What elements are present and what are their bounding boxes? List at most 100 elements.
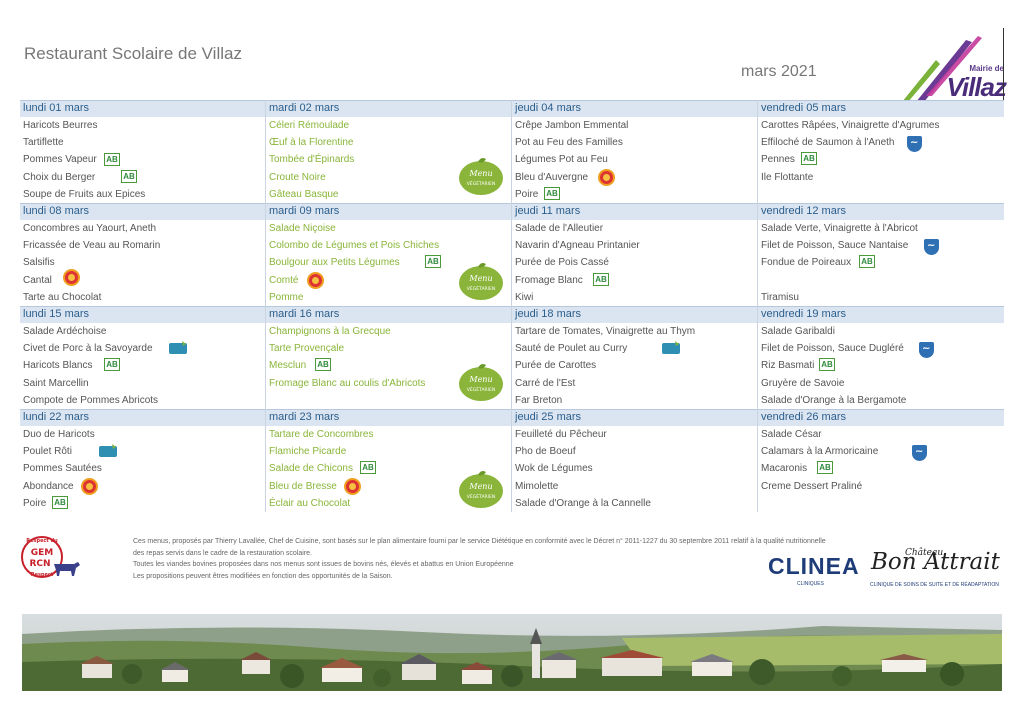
- menu-item: Ile Flottante: [761, 172, 814, 183]
- menu-item: Croute Noire: [269, 172, 326, 183]
- menu-item: Fondue de Poireaux: [761, 257, 852, 268]
- column-divider: [265, 100, 266, 203]
- organic-icon: AB: [104, 153, 120, 166]
- menu-item: Duo de Haricots: [23, 429, 95, 440]
- day-label: jeudi 04 mars: [515, 102, 582, 114]
- day-label: vendredi 26 mars: [761, 411, 846, 423]
- day-column: mardi 16 mars Champignons à la Grecque T…: [266, 306, 512, 409]
- clinea-subtitle: CLINIQUES: [797, 581, 824, 587]
- menu-item: Salade Garibaldi: [761, 326, 835, 337]
- day-column: jeudi 25 mars Feuilleté du Pêcheur Pho d…: [512, 409, 758, 512]
- menu-item: Comté: [269, 275, 299, 286]
- organic-icon: AB: [817, 461, 833, 474]
- menu-item: Salade d'Orange à la Bergamote: [761, 395, 907, 406]
- veg-badge-line2: VÉGÉTARIEN: [467, 284, 495, 292]
- week-header-bar: [20, 100, 1004, 117]
- veg-badge-line2: VÉGÉTARIEN: [467, 385, 495, 393]
- french-meat-label-icon: [169, 341, 187, 354]
- menu-item: Fromage Blanc au coulis d'Abricots: [269, 378, 426, 389]
- menu-item: Compote de Pommes Abricots: [23, 395, 159, 406]
- aop-label-icon: [63, 269, 80, 286]
- chateau-bon-attrait-logo: Bon Attrait: [871, 549, 1000, 575]
- day-column: lundi 08 mars Concombres au Yaourt, Anet…: [20, 203, 266, 306]
- footnote-line: Les propositions peuvent êtres modifiées…: [133, 572, 393, 580]
- organic-icon: AB: [425, 255, 441, 268]
- chateau-subtitle: CLINIQUE DE SOINS DE SUITE ET DE RÉADAPT…: [870, 582, 999, 588]
- column-divider: [757, 100, 758, 203]
- legal-footnote: Ces menus, proposés par Thierry Lavallée…: [133, 536, 993, 582]
- day-label: vendredi 05 mars: [761, 102, 846, 114]
- menu-item: Purée de Carottes: [515, 360, 597, 371]
- footnote-line: des repas servis dans le cadre de la res…: [133, 549, 312, 557]
- menu-item: Riz Basmati: [761, 360, 815, 371]
- menu-item: Champignons à la Grecque: [269, 326, 391, 337]
- day-label: mardi 16 mars: [269, 308, 340, 320]
- organic-icon: AB: [315, 358, 331, 371]
- day-label: lundi 15 mars: [23, 308, 90, 320]
- organic-icon: AB: [52, 496, 68, 509]
- week-row: lundi 15 mars Salade Ardéchoise Civet de…: [20, 306, 1004, 409]
- vegetarian-menu-icon: Menu VÉGÉTARIEN: [459, 158, 503, 195]
- gem-top-text: Respect du: [26, 538, 58, 544]
- menu-item: Poulet Rôti: [23, 446, 72, 457]
- column-divider: [265, 203, 266, 306]
- column-divider: [511, 306, 512, 409]
- menu-item: Boulgour aux Petits Légumes: [269, 257, 400, 268]
- header-divider: [1003, 28, 1004, 108]
- menu-item: Tarte au Chocolat: [23, 292, 102, 303]
- veg-badge-line1: Menu: [468, 482, 492, 491]
- day-column: jeudi 18 mars Tartare de Tomates, Vinaig…: [512, 306, 758, 409]
- day-column: lundi 15 mars Salade Ardéchoise Civet de…: [20, 306, 266, 409]
- menu-item: Salade Verte, Vinaigrette à l'Abricot: [761, 223, 918, 234]
- day-label: lundi 22 mars: [23, 411, 90, 423]
- veg-badge-line1: Menu: [468, 169, 492, 178]
- aop-label-icon: [598, 169, 615, 186]
- organic-icon: AB: [801, 152, 817, 165]
- menu-item: Concombres au Yaourt, Aneth: [23, 223, 157, 234]
- week-row: lundi 22 mars Duo de Haricots Poulet Rôt…: [20, 409, 1004, 512]
- week-header-bar: [20, 306, 1004, 323]
- column-divider: [511, 100, 512, 203]
- menu-item: Tombée d'Épinards: [269, 154, 355, 165]
- month-label: mars 2021: [741, 63, 817, 80]
- menu-item: Bleu d'Auvergne: [515, 172, 589, 183]
- aop-label-icon: [307, 272, 324, 289]
- week-header-bar: [20, 409, 1004, 426]
- sustainable-fishing-icon: [919, 342, 934, 358]
- menu-item: Salade d'Orange à la Cannelle: [515, 498, 651, 509]
- menu-item: Tarte Provençale: [269, 343, 345, 354]
- french-meat-label-icon: [99, 444, 117, 457]
- menu-item: Salsifis: [23, 257, 55, 268]
- menu-item: Gruyère de Savoie: [761, 378, 845, 389]
- day-column: mardi 02 mars Céleri Rémoulade Œuf à la …: [266, 100, 512, 203]
- menu-item: Salade de l'Alleutier: [515, 223, 604, 234]
- vegetarian-menu-icon: Menu VÉGÉTARIEN: [459, 364, 503, 401]
- menu-item: Filet de Poisson, Sauce Nantaise: [761, 240, 909, 251]
- column-divider: [265, 306, 266, 409]
- menu-item: Colombo de Légumes et Pois Chiches: [269, 240, 440, 251]
- menu-item: Salade Niçoise: [269, 223, 336, 234]
- day-column: vendredi 19 mars Salade Garibaldi Filet …: [758, 306, 1004, 409]
- menu-item: Céleri Rémoulade: [269, 120, 350, 131]
- organic-icon: AB: [360, 461, 376, 474]
- menu-item: Wok de Légumes: [515, 463, 593, 474]
- rcn-main-text: RCN: [29, 559, 50, 569]
- menu-item: Pot au Feu des Familles: [515, 137, 623, 148]
- day-label: mardi 09 mars: [269, 205, 340, 217]
- week-row: lundi 08 mars Concombres au Yaourt, Anet…: [20, 203, 1004, 306]
- menu-item: Purée de Pois Cassé: [515, 257, 609, 268]
- day-label: jeudi 11 mars: [515, 205, 581, 217]
- menu-item: Abondance: [23, 481, 74, 492]
- footnote-line: Toutes les viandes bovines proposées dan…: [133, 561, 514, 568]
- menu-item: Poire: [23, 498, 47, 509]
- menu-item: Saint Marcellin: [23, 378, 89, 389]
- menu-item: Haricots Blancs: [23, 360, 93, 371]
- menu-item: Effiloché de Saumon à l'Aneth: [761, 137, 895, 148]
- clinea-logo: CLINEA: [768, 553, 860, 579]
- veg-badge-line1: Menu: [468, 375, 492, 384]
- menu-item: Poire: [515, 189, 539, 200]
- day-label: vendredi 12 mars: [761, 205, 846, 217]
- village-panorama-photo: [22, 614, 1002, 691]
- menu-item: Salade de Chicons: [269, 463, 353, 474]
- footnote-line: Ces menus, proposés par Thierry Lavallée…: [133, 538, 826, 545]
